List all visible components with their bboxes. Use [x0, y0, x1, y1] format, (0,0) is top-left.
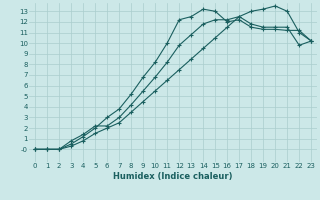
X-axis label: Humidex (Indice chaleur): Humidex (Indice chaleur) [114, 172, 233, 181]
